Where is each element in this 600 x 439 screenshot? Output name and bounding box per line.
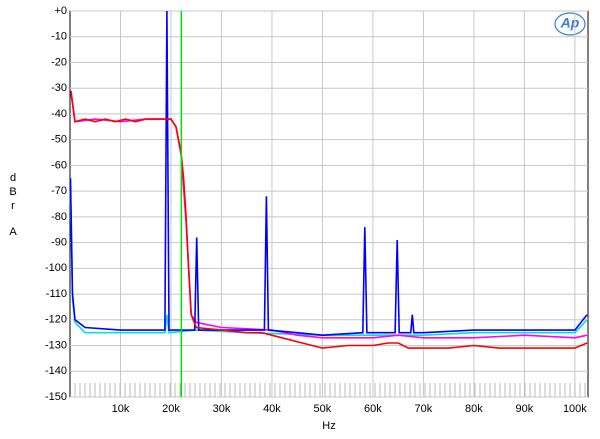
y-tick-label: -30 [51, 82, 67, 94]
x-tick-label: 90k [516, 403, 534, 415]
x-tick-label: 30k [213, 403, 231, 415]
trace [70, 90, 588, 349]
trace [69, 191, 588, 336]
x-tick-label: 60k [364, 403, 382, 415]
x-tick-label: 100k [563, 403, 587, 415]
y-tick-label: -60 [51, 159, 67, 171]
x-tick-label: 80k [465, 403, 483, 415]
y-tick-label: -20 [51, 56, 67, 68]
y-axis-label: A [9, 226, 17, 238]
y-tick-label: -140 [45, 365, 67, 377]
y-axis-label: r [11, 200, 15, 212]
y-tick-label: -10 [51, 31, 67, 43]
y-tick-label: -120 [45, 314, 67, 326]
logo-ring [554, 12, 586, 36]
x-tick-label: 40k [263, 403, 281, 415]
x-tick-label: 10k [112, 403, 130, 415]
y-axis-label: d [10, 172, 16, 184]
y-tick-label: -150 [45, 391, 67, 403]
trace [69, 10, 588, 337]
y-tick-label: -100 [45, 262, 67, 274]
x-tick-label: 50k [314, 403, 332, 415]
plot-area [69, 10, 589, 398]
y-tick-label: -70 [51, 185, 67, 197]
x-axis-label: Hz [322, 420, 335, 432]
x-tick-label: 70k [415, 403, 433, 415]
y-tick-label: -110 [46, 288, 67, 300]
y-tick-label: -50 [51, 134, 67, 146]
y-tick-label: -130 [45, 339, 67, 351]
logo: Ap [560, 15, 580, 31]
y-tick-label: -80 [51, 211, 67, 223]
y-tick-label: +0 [54, 5, 67, 17]
y-tick-label: -40 [51, 108, 67, 120]
y-axis-label: B [9, 186, 16, 198]
x-tick-label: 20k [162, 403, 180, 415]
y-tick-label: -90 [51, 237, 67, 249]
